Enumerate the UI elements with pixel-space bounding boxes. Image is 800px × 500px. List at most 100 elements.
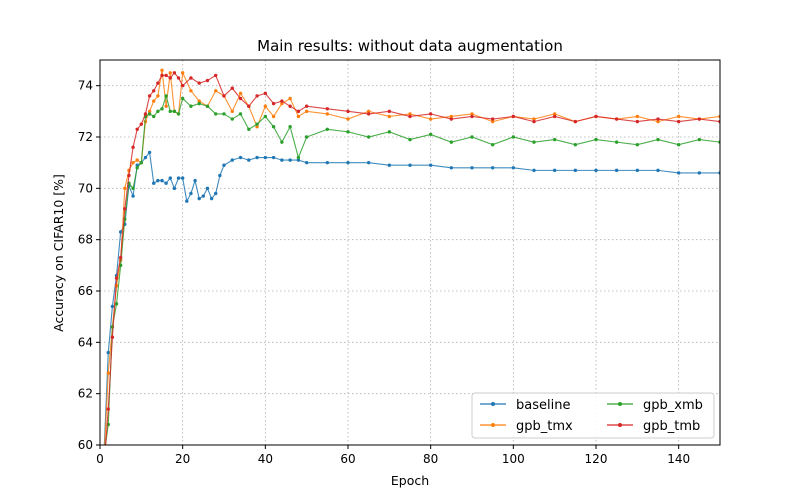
- data-point-baseline: [511, 166, 516, 170]
- data-point-baseline: [164, 181, 168, 185]
- data-point-gpb_xmb: [147, 112, 152, 116]
- data-point-gpb_xmb: [614, 140, 619, 144]
- data-point-gpb_tmx: [676, 114, 681, 119]
- data-point-gpb_tmb: [189, 76, 193, 80]
- data-point-gpb_xmb: [366, 135, 371, 139]
- data-point-gpb_tmx: [168, 71, 172, 75]
- y-axis-label: Accuracy on CIFAR10 [%]: [51, 174, 66, 332]
- data-point-gpb_tmb: [238, 96, 243, 101]
- data-point-gpb_tmb: [139, 122, 144, 126]
- data-point-baseline: [470, 166, 474, 170]
- data-point-baseline: [147, 150, 152, 155]
- data-point-gpb_xmb: [139, 160, 144, 165]
- data-point-gpb_tmb: [428, 112, 433, 116]
- data-point-gpb_tmb: [366, 112, 371, 116]
- data-point-gpb_tmx: [428, 117, 433, 121]
- data-point-gpb_tmb: [168, 76, 172, 80]
- data-point-baseline: [573, 168, 578, 173]
- data-point-gpb_tmb: [387, 109, 392, 114]
- data-point-gpb_tmx: [131, 160, 135, 165]
- data-point-gpb_tmx: [552, 112, 557, 116]
- data-point-gpb_tmx: [238, 91, 243, 96]
- legend-label: gpb_tmx: [516, 419, 573, 434]
- data-point-baseline: [280, 158, 284, 162]
- data-point-gpb_tmb: [552, 114, 557, 119]
- data-point-gpb_xmb: [152, 114, 156, 119]
- data-point-gpb_xmb: [255, 122, 259, 126]
- data-point-gpb_tmx: [288, 96, 292, 101]
- data-point-gpb_xmb: [205, 104, 210, 108]
- data-point-baseline: [131, 194, 135, 198]
- data-point-baseline: [160, 178, 164, 183]
- data-point-gpb_tmx: [280, 101, 284, 106]
- data-point-baseline: [304, 160, 309, 165]
- data-point-gpb_xmb: [222, 112, 226, 116]
- data-point-gpb_tmx: [230, 109, 234, 114]
- legend-swatch-marker: [618, 402, 622, 406]
- data-point-gpb_tmx: [156, 94, 160, 98]
- data-point-baseline: [366, 160, 371, 165]
- y-tick-label: 68: [78, 233, 93, 247]
- data-point-baseline: [346, 160, 350, 165]
- data-point-gpb_xmb: [168, 109, 172, 114]
- data-point-baseline: [449, 166, 454, 170]
- legend-box: [471, 392, 715, 439]
- data-point-gpb_xmb: [247, 127, 251, 131]
- data-point-gpb_xmb: [288, 125, 292, 129]
- data-point-gpb_xmb: [189, 104, 193, 108]
- data-point-gpb_tmb: [106, 407, 110, 411]
- data-point-gpb_tmx: [135, 158, 139, 162]
- data-point-gpb_tmb: [449, 117, 454, 121]
- data-point-gpb_tmx: [449, 114, 454, 119]
- data-point-gpb_tmb: [656, 117, 660, 121]
- data-point-gpb_tmb: [230, 86, 234, 90]
- data-point-gpb_xmb: [697, 137, 702, 142]
- data-point-baseline: [247, 158, 251, 162]
- x-tick-label: 120: [585, 452, 608, 466]
- data-point-gpb_xmb: [230, 117, 234, 121]
- data-point-gpb_tmx: [160, 68, 164, 72]
- data-point-gpb_tmb: [180, 83, 185, 88]
- data-point-gpb_tmx: [152, 99, 156, 103]
- y-tick-label: 60: [78, 438, 93, 452]
- data-point-gpb_tmx: [189, 89, 193, 93]
- data-point-baseline: [106, 350, 110, 355]
- data-point-gpb_tmx: [490, 119, 495, 124]
- data-point-gpb_tmx: [180, 71, 185, 75]
- data-point-gpb_tmx: [408, 112, 412, 116]
- data-point-gpb_tmb: [247, 104, 251, 108]
- data-point-gpb_xmb: [325, 127, 330, 131]
- data-point-gpb_tmb: [135, 127, 139, 131]
- data-point-gpb_tmb: [490, 117, 495, 121]
- data-point-gpb_xmb: [160, 107, 164, 111]
- data-point-gpb_xmb: [156, 109, 160, 114]
- data-point-gpb_tmx: [263, 104, 268, 108]
- data-point-baseline: [168, 176, 172, 180]
- data-point-gpb_tmx: [346, 117, 350, 121]
- data-point-gpb_xmb: [490, 143, 495, 147]
- data-point-gpb_tmx: [470, 112, 474, 116]
- data-point-gpb_tmb: [697, 117, 702, 121]
- data-point-baseline: [614, 168, 619, 173]
- data-point-baseline: [428, 163, 433, 167]
- legend-swatch-marker: [491, 423, 495, 427]
- data-point-baseline: [296, 158, 301, 162]
- x-tick-label: 60: [340, 452, 355, 466]
- data-point-gpb_tmb: [346, 109, 350, 114]
- data-point-gpb_tmx: [366, 109, 371, 114]
- data-point-baseline: [209, 196, 214, 201]
- y-tick-label: 74: [78, 79, 93, 93]
- data-point-baseline: [193, 178, 197, 183]
- series-gpb_tmb: [105, 71, 720, 445]
- data-point-baseline: [490, 166, 495, 170]
- data-point-baseline: [697, 171, 702, 175]
- data-point-gpb_tmb: [573, 119, 578, 124]
- data-point-baseline: [676, 171, 681, 175]
- data-point-gpb_tmb: [635, 119, 640, 124]
- data-point-gpb_xmb: [114, 302, 119, 306]
- legend-label: gpb_xmb: [643, 398, 703, 413]
- data-point-baseline: [271, 155, 276, 160]
- data-point-gpb_xmb: [532, 140, 536, 144]
- data-point-gpb_tmb: [176, 76, 181, 80]
- data-point-baseline: [143, 155, 148, 160]
